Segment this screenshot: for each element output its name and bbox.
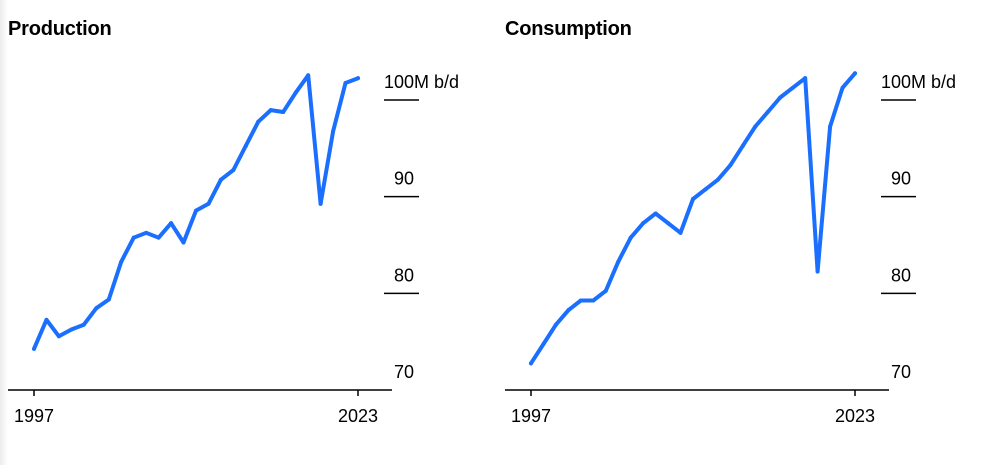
series-line (529, 71, 857, 366)
data-point (728, 163, 733, 168)
data-point (765, 110, 770, 114)
data-point (169, 221, 174, 226)
data-point (578, 298, 583, 303)
x-tick-label: 2023 (338, 406, 378, 426)
x-tick-label: 2023 (835, 406, 875, 426)
data-point (653, 211, 658, 216)
data-point (69, 327, 74, 332)
data-point (218, 177, 223, 182)
production-title: Production (8, 18, 112, 40)
data-point (144, 230, 149, 235)
data-point (715, 177, 720, 182)
production-chart: 70 80 90 100M b/d 1997 2023 (8, 72, 459, 426)
data-point (119, 259, 124, 264)
y-tick-label: 100M b/d (384, 72, 459, 92)
production-panel: Production 70 80 90 100M b/d 1997 2023 (0, 0, 490, 465)
data-point (828, 124, 833, 129)
data-point (740, 143, 745, 148)
data-point (815, 269, 820, 274)
data-point (541, 342, 546, 346)
data-point (616, 259, 621, 264)
data-point (678, 230, 683, 235)
data-point (603, 288, 608, 293)
data-point (231, 168, 236, 172)
consumption-panel: Consumption 70 80 90 100M b/d 1997 2023 (497, 0, 981, 465)
data-point (331, 129, 336, 134)
consumption-title: Consumption (505, 18, 632, 40)
data-point (181, 240, 186, 245)
data-point (753, 124, 758, 129)
data-point (691, 197, 695, 201)
data-point (293, 90, 298, 95)
consumption-chart: 70 80 90 100M b/d 1997 2023 (505, 71, 956, 426)
data-point (44, 317, 49, 322)
y-tick-label: 70 (394, 362, 414, 382)
y-tick-label: 80 (394, 265, 414, 285)
data-point (32, 346, 36, 351)
data-point (131, 235, 136, 240)
data-point (256, 119, 261, 124)
y-tick-label: 100M b/d (881, 72, 956, 92)
data-point (641, 221, 646, 226)
data-point (318, 201, 323, 206)
x-tick-label: 1997 (511, 406, 551, 426)
data-point (106, 297, 111, 302)
y-tick-label: 80 (891, 265, 911, 285)
data-point (206, 201, 211, 206)
data-point (853, 71, 857, 76)
y-tick-label: 70 (891, 362, 911, 382)
data-point (803, 76, 808, 81)
data-point (281, 110, 286, 114)
data-point (306, 73, 311, 78)
data-point (566, 308, 571, 313)
data-point (94, 306, 99, 311)
data-point (591, 298, 596, 303)
data-point (790, 85, 795, 90)
data-point (81, 322, 86, 327)
data-point (703, 187, 708, 192)
left-edge-shade (0, 0, 8, 465)
data-point (243, 143, 248, 148)
data-point (553, 322, 558, 327)
data-point (778, 95, 783, 100)
data-point (628, 235, 633, 240)
data-point (529, 361, 533, 366)
data-point (268, 108, 273, 113)
y-tick-label: 90 (394, 169, 414, 189)
data-point (194, 208, 198, 213)
data-point (343, 81, 348, 85)
x-tick-label: 1997 (14, 406, 54, 426)
data-point (156, 235, 161, 240)
y-tick-label: 90 (891, 169, 911, 189)
data-point (56, 334, 61, 339)
data-point (666, 221, 671, 226)
data-point (356, 76, 360, 81)
data-point (840, 85, 845, 90)
